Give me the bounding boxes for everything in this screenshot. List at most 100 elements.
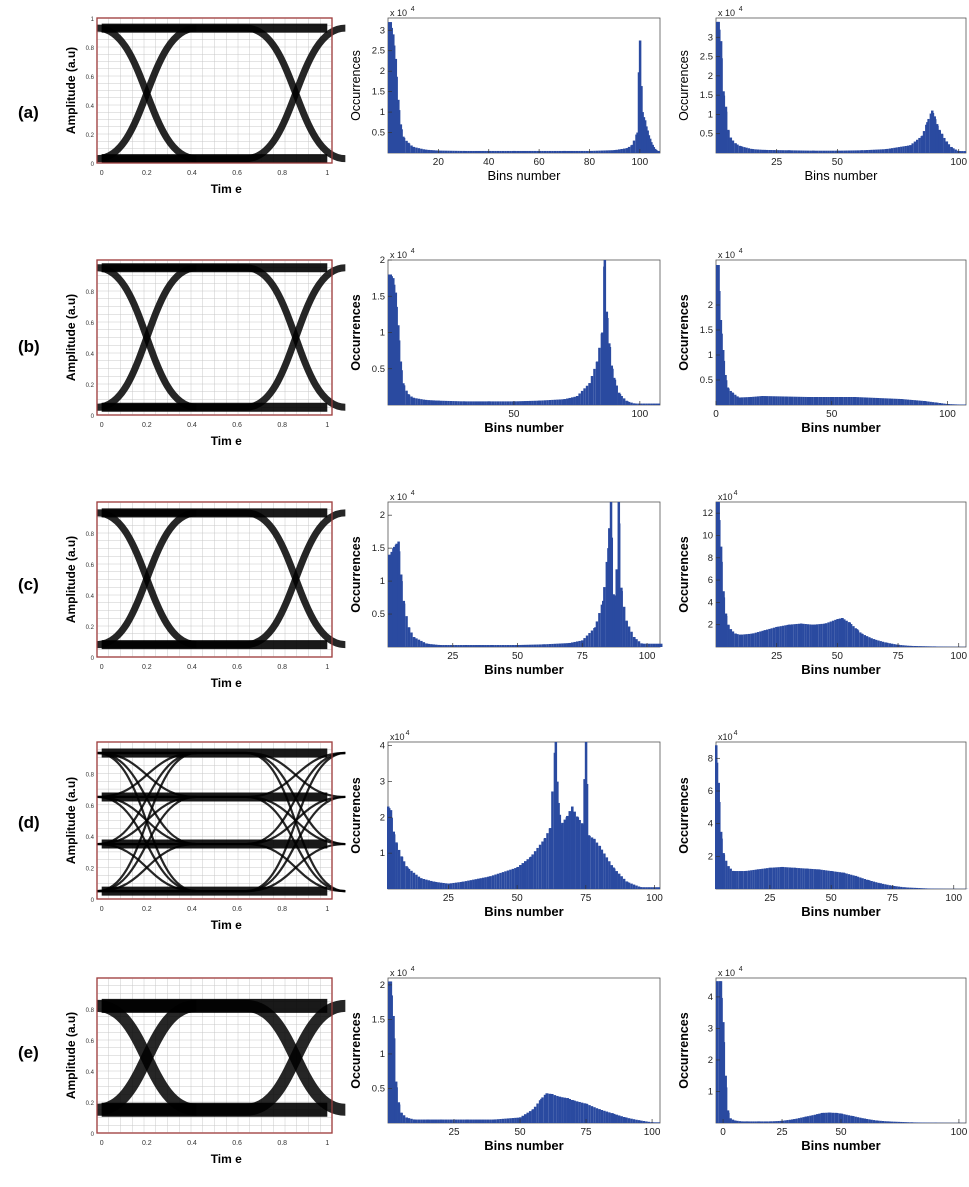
histogram-bar bbox=[738, 1121, 741, 1123]
histogram-bar bbox=[929, 401, 932, 405]
histogram-bar bbox=[770, 396, 773, 405]
histogram-y-axis-label: Occurrences bbox=[349, 1012, 363, 1088]
eye-x-tick-label: 0.6 bbox=[232, 664, 242, 671]
histogram-bar bbox=[642, 643, 646, 647]
histogram-bar bbox=[477, 878, 480, 889]
histogram-bar bbox=[918, 400, 921, 405]
histogram-bar bbox=[561, 150, 564, 153]
histogram-bar bbox=[852, 397, 855, 405]
histogram-bar bbox=[511, 150, 515, 153]
histogram-y-tick-label: 0.5 bbox=[372, 609, 385, 620]
histogram-y-axis-label: Occurrences bbox=[349, 777, 363, 853]
histogram-bar bbox=[402, 136, 405, 153]
histogram-bar bbox=[501, 1118, 505, 1123]
histogram-bar bbox=[496, 1119, 500, 1123]
histogram-bar bbox=[812, 150, 815, 153]
histogram-bar bbox=[637, 403, 641, 405]
histogram-bar bbox=[716, 502, 719, 647]
histogram-bar bbox=[526, 150, 529, 153]
histogram-bar bbox=[501, 872, 505, 889]
histogram-bar bbox=[538, 400, 541, 405]
histogram-bar bbox=[405, 140, 408, 153]
histogram-bar bbox=[469, 880, 473, 889]
histogram-bar bbox=[565, 817, 569, 889]
eye-plot-border bbox=[96, 259, 333, 416]
histogram-bar bbox=[731, 1119, 735, 1123]
histogram-bar bbox=[524, 644, 527, 647]
row-label: (e) bbox=[18, 1043, 39, 1062]
histogram-bar bbox=[549, 828, 552, 889]
eye-x-tick-label: 1 bbox=[325, 422, 329, 429]
histogram-bar bbox=[806, 624, 810, 647]
histogram-bar bbox=[831, 620, 835, 647]
histogram-y-axis-label: Occurrences bbox=[677, 50, 691, 121]
histogram-bar bbox=[895, 147, 898, 153]
histogram-bar bbox=[872, 397, 876, 405]
histogram-bar bbox=[434, 882, 438, 889]
histogram-bar bbox=[954, 404, 957, 405]
histogram-bar bbox=[605, 1111, 609, 1123]
eye-y-axis-label: Amplitude (a.u) bbox=[64, 47, 78, 134]
histogram-bar bbox=[831, 150, 835, 153]
histogram-bar bbox=[888, 398, 891, 405]
histogram-bar bbox=[822, 623, 826, 647]
eye-x-tick-label: 0.4 bbox=[187, 422, 197, 429]
histogram-bar bbox=[434, 644, 438, 647]
histogram-bar bbox=[494, 150, 497, 153]
histogram-bar bbox=[558, 399, 562, 405]
histogram-bar bbox=[838, 618, 841, 647]
histogram-y-tick-label: 1 bbox=[380, 328, 385, 339]
histogram-bar bbox=[425, 879, 428, 889]
histogram-bar bbox=[879, 398, 882, 405]
histogram-bar bbox=[861, 397, 864, 405]
histogram-bar bbox=[741, 871, 744, 889]
histogram-bar bbox=[902, 399, 905, 405]
histogram-bar bbox=[726, 387, 730, 405]
histogram-bar bbox=[888, 885, 891, 889]
histogram-bar bbox=[464, 1119, 468, 1123]
eye-y-tick-label: 0.4 bbox=[86, 835, 95, 841]
histogram-multiplier: x10 bbox=[390, 732, 405, 742]
histogram-bar bbox=[542, 644, 545, 647]
histogram-bar bbox=[533, 400, 537, 405]
histogram-x-axis-label: Bins number bbox=[484, 904, 563, 919]
histogram-bar bbox=[519, 865, 522, 889]
histogram-bar bbox=[430, 880, 433, 889]
histogram-bar bbox=[875, 1120, 878, 1123]
histogram-bar bbox=[622, 1116, 626, 1123]
histogram-bar bbox=[490, 645, 494, 647]
histogram-bar bbox=[781, 866, 784, 889]
histogram-x-tick-label: 0 bbox=[713, 409, 719, 420]
histogram-bar bbox=[961, 404, 964, 405]
histogram-bar bbox=[797, 396, 801, 405]
histogram-bar bbox=[412, 872, 416, 889]
row-label: (d) bbox=[18, 813, 40, 832]
eye-transition-trace bbox=[101, 264, 346, 411]
histogram-bar bbox=[926, 122, 929, 153]
histogram-bar bbox=[922, 646, 926, 647]
histogram-bar bbox=[822, 1112, 826, 1123]
histogram-bar bbox=[838, 1113, 841, 1123]
histogram-bar bbox=[886, 884, 889, 889]
eye-y-tick-label: 1 bbox=[91, 17, 95, 23]
histogram-bar bbox=[906, 145, 910, 153]
histogram-bar bbox=[866, 880, 870, 889]
histogram-bar bbox=[884, 149, 888, 153]
histogram-bar bbox=[437, 882, 440, 889]
histogram-bar bbox=[791, 1119, 794, 1123]
histogram-bar bbox=[745, 634, 748, 647]
histogram-y-tick-label: 2 bbox=[380, 255, 385, 266]
histogram-bar bbox=[595, 150, 599, 153]
histogram-bar bbox=[788, 867, 791, 889]
histogram-bar bbox=[734, 143, 737, 153]
eye-y-tick-label: 0.6 bbox=[86, 1039, 95, 1045]
histogram-bar bbox=[570, 642, 574, 647]
histogram-bar bbox=[575, 150, 579, 153]
histogram-bar bbox=[608, 1112, 611, 1123]
eye-x-axis-label: Tim e bbox=[211, 182, 242, 196]
histogram-bar bbox=[861, 1118, 864, 1123]
histogram-bar bbox=[836, 397, 839, 405]
histogram-bar bbox=[472, 645, 475, 647]
histogram-bar bbox=[836, 871, 839, 889]
histogram-bar bbox=[791, 867, 794, 889]
